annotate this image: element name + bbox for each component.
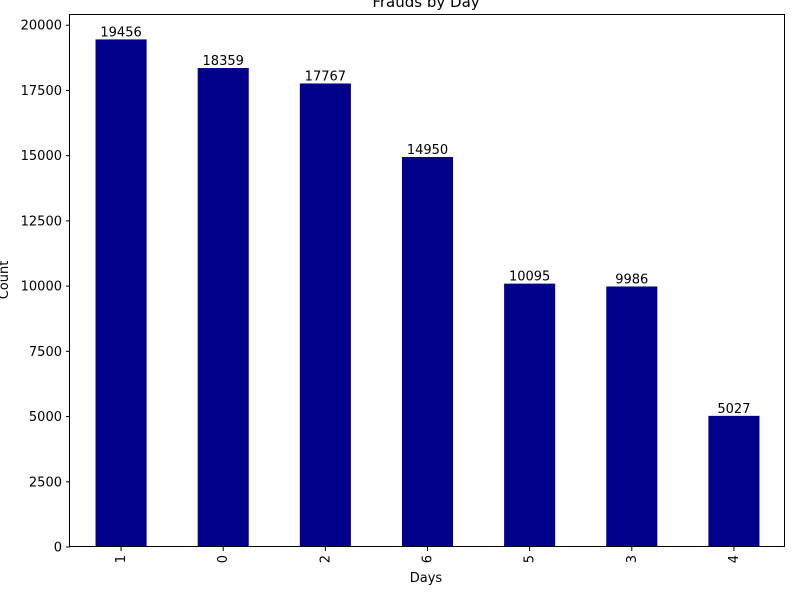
x-tick-label: 1	[114, 555, 129, 563]
y-tick-label: 2500	[29, 475, 62, 490]
bar-value-label: 9986	[615, 272, 648, 287]
chart-title: Frauds by Day	[372, 0, 479, 11]
bar-value-label: 18359	[203, 54, 244, 69]
plot-area-frame	[69, 14, 785, 547]
bar-day-3	[606, 286, 658, 547]
bar-day-6	[401, 156, 454, 547]
y-axis-label: Count	[0, 261, 12, 300]
bar-day-2	[299, 83, 351, 548]
x-axis-label: Days	[410, 571, 443, 586]
bar-value-label: 17767	[305, 69, 346, 84]
y-tick-label: 5000	[29, 410, 62, 425]
bar-value-label: 14950	[407, 143, 448, 158]
x-tick-label: 6	[421, 555, 436, 563]
bar-day-1	[95, 39, 147, 547]
x-tick-label: 4	[727, 555, 742, 563]
x-tick-label: 2	[318, 555, 333, 563]
x-axis: 1 0 2 6 5 3 4	[114, 547, 742, 563]
bars-layer	[95, 39, 760, 548]
x-tick-label: 5	[523, 555, 538, 563]
bar-value-label: 19456	[100, 25, 141, 40]
y-tick-label: 7500	[29, 345, 62, 360]
bar-day-0	[197, 68, 249, 548]
bar-value-label: 10095	[509, 270, 550, 285]
y-tick-label: 15000	[21, 149, 62, 164]
y-axis: 0 2500 5000 7500 10000 12500 15000 17500 20000	[21, 19, 70, 556]
bar-value-label: 5027	[717, 402, 750, 417]
y-tick-label: 17500	[21, 84, 62, 99]
y-tick-label: 12500	[21, 214, 62, 229]
bar-day-5	[504, 283, 556, 547]
y-tick-label: 20000	[21, 19, 62, 34]
value-labels-layer: 19456 18359 17767 14950 10095 9986 5027	[100, 25, 750, 416]
x-tick-label: 0	[216, 555, 231, 563]
x-tick-label: 3	[625, 555, 640, 563]
bar-day-4	[708, 415, 760, 547]
y-tick-label: 0	[54, 541, 62, 556]
y-tick-label: 10000	[21, 280, 62, 295]
